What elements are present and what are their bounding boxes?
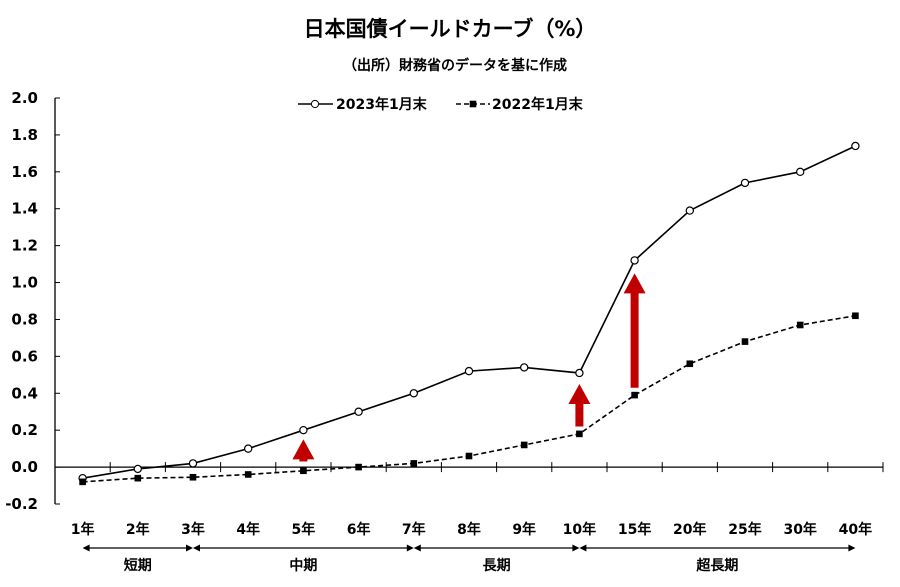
data-point <box>79 478 86 486</box>
x-tick-label: 5年 <box>292 521 316 538</box>
x-tick-label: 1年 <box>71 521 95 538</box>
annotation-arrows <box>292 273 646 462</box>
series-2023 <box>78 141 860 483</box>
x-tick-label: 25年 <box>728 521 761 538</box>
series-line <box>82 145 856 479</box>
x-tick-label: 4年 <box>236 521 260 538</box>
data-point <box>852 312 859 320</box>
arrowhead-left-icon <box>82 544 90 552</box>
arrowhead-right-icon <box>186 544 193 552</box>
legend-label-2023: 2023年1月末 <box>336 96 428 113</box>
data-point <box>134 474 142 482</box>
arrowhead-left-icon <box>193 544 200 552</box>
x-tick-label: 10年 <box>563 521 596 538</box>
x-tick-label: 6年 <box>347 521 371 538</box>
data-point <box>796 321 804 329</box>
legend-marker-2023 <box>310 99 320 109</box>
data-point <box>299 425 308 435</box>
data-point <box>520 363 529 372</box>
group-label: 長期 <box>483 558 511 574</box>
red-up-arrow <box>623 273 646 388</box>
y-tick-label: 0.0 <box>11 458 38 476</box>
y-tick-label: 1.4 <box>11 200 38 218</box>
data-point <box>575 368 584 378</box>
arrowhead-left-icon <box>579 544 587 552</box>
legend-marker-2022 <box>469 100 477 108</box>
data-point <box>189 473 197 481</box>
x-tick-label: 8年 <box>457 521 481 538</box>
data-point <box>300 467 307 475</box>
data-point <box>685 206 695 215</box>
arrowhead-left-icon <box>413 544 421 552</box>
y-tick-label: 1.2 <box>11 237 38 255</box>
y-tick-label: -0.2 <box>5 495 38 513</box>
data-point <box>851 141 860 151</box>
data-point <box>354 407 363 416</box>
series-2022 <box>79 312 859 486</box>
data-point <box>520 441 528 449</box>
chart-subtitle: （出所）財務省のデータを基に作成 <box>343 57 567 74</box>
y-tick-label: 2.0 <box>11 89 38 107</box>
y-tick-label: 1.8 <box>11 126 38 144</box>
x-tick-label: 2年 <box>126 521 150 538</box>
series <box>78 141 860 486</box>
data-point <box>243 444 253 453</box>
legend-label-2022: 2022年1月末 <box>492 96 584 113</box>
y-tick-label: 0.4 <box>11 384 38 402</box>
x-tick-label: 30年 <box>783 521 816 538</box>
x-tick-label: 15年 <box>618 521 651 538</box>
x-tick-label: 40年 <box>839 521 872 538</box>
data-point <box>409 389 418 398</box>
data-point <box>630 256 639 265</box>
y-tick-label: 0.2 <box>11 421 38 439</box>
red-up-arrow <box>568 384 591 427</box>
data-point <box>465 452 473 460</box>
group-label: 短期 <box>124 557 152 574</box>
y-tick-label: 0.8 <box>11 310 38 328</box>
arrowhead-right-icon <box>572 544 580 552</box>
x-tick-label: 7年 <box>402 521 426 538</box>
data-point <box>740 178 750 188</box>
arrowhead-right-icon <box>848 544 856 552</box>
arrowhead-right-icon <box>406 544 414 552</box>
y-tick-label: 1.0 <box>11 274 38 292</box>
data-point <box>576 430 583 438</box>
maturity-groups: 短期 中期 長期 超長期 <box>82 544 856 574</box>
y-tick-label: 0.6 <box>11 347 38 365</box>
data-point <box>686 360 694 368</box>
data-point <box>796 167 805 177</box>
data-point <box>741 338 749 345</box>
legend: 2023年1月末 2022年1月末 <box>298 96 584 113</box>
data-point <box>244 471 252 478</box>
data-point <box>631 391 638 399</box>
y-tick-label: 1.6 <box>11 163 38 181</box>
data-point <box>410 460 418 467</box>
x-tick-label: 9年 <box>512 521 536 538</box>
axes: -0.2 0.0 0.2 0.4 0.6 0.8 1.0 1.2 1.4 1.6 1.8 2.0 1年 2… <box>5 89 884 538</box>
chart-title: 日本国債イールドカーブ（%） <box>304 17 597 41</box>
data-point <box>188 459 198 468</box>
data-point <box>464 366 474 376</box>
red-up-arrow <box>292 439 315 462</box>
x-tick-label: 3年 <box>181 521 205 538</box>
group-label: 超長期 <box>695 557 738 574</box>
data-point <box>355 463 362 471</box>
group-label: 中期 <box>289 557 317 574</box>
x-tick-label: 20年 <box>673 521 706 538</box>
data-point <box>133 464 142 474</box>
